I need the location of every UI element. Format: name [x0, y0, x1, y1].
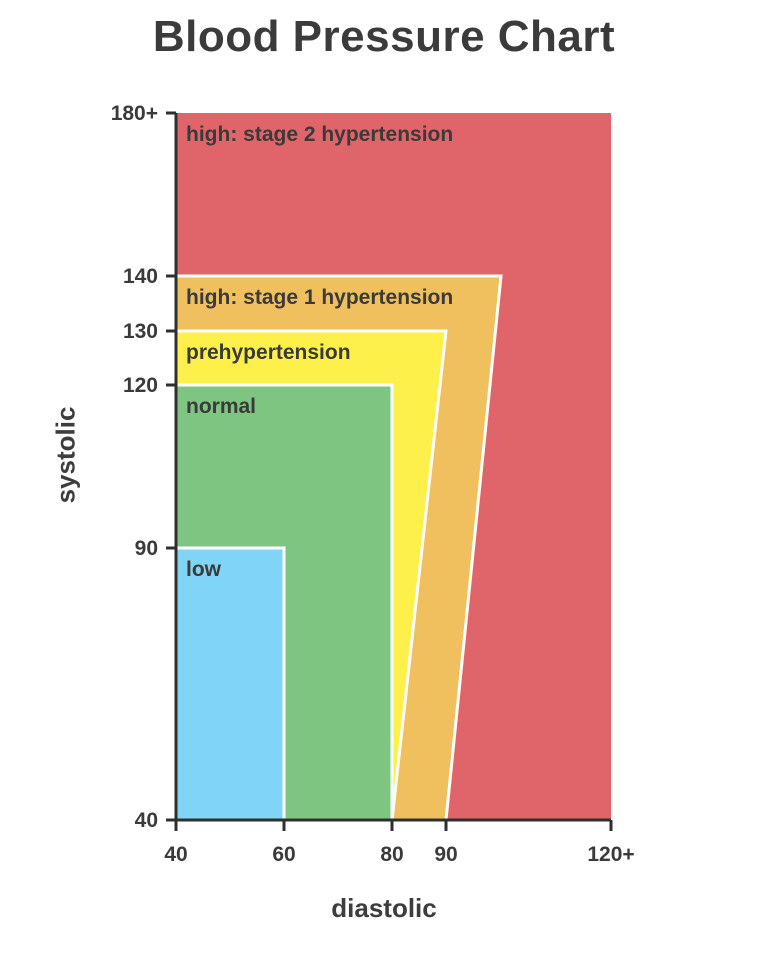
x-axis-label: diastolic — [331, 893, 437, 923]
zone-labels-layer: high: stage 2 hypertension high: stage 1 … — [186, 123, 453, 581]
y-tick-label: 120 — [123, 374, 158, 397]
x-tick-label: 90 — [434, 843, 457, 866]
y-tick-label: 40 — [135, 809, 158, 832]
axes-layer: 40 90 120 130 140 180+ 40 60 80 90 120+ — [111, 102, 635, 866]
x-tick-label: 120+ — [587, 843, 634, 866]
zone-label-high-stage-1-hypertension: high: stage 1 hypertension — [186, 286, 453, 309]
zone-label-high-stage-2-hypertension: high: stage 2 hypertension — [186, 123, 453, 146]
y-tick-label: 180+ — [111, 102, 158, 125]
chart-title: Blood Pressure Chart — [152, 12, 616, 61]
zones-layer — [174, 113, 611, 822]
x-tick-label: 60 — [272, 843, 295, 866]
zone-label-normal: normal — [186, 395, 256, 418]
zone-label-low: low — [186, 558, 222, 581]
zone-label-prehypertension: prehypertension — [186, 341, 351, 364]
zone-low — [174, 546, 286, 822]
y-tick-label: 140 — [123, 265, 158, 288]
y-tick-label: 90 — [135, 537, 158, 560]
x-tick-label: 80 — [380, 843, 403, 866]
y-tick-label: 130 — [123, 320, 158, 343]
x-tick-label: 40 — [164, 843, 187, 866]
